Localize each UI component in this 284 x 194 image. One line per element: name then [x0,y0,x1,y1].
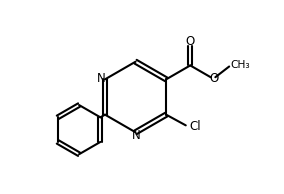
Text: O: O [186,35,195,48]
Text: N: N [132,129,141,142]
Text: O: O [209,72,218,85]
Text: CH₃: CH₃ [230,60,250,70]
Text: Cl: Cl [189,120,201,133]
Text: N: N [97,72,106,85]
